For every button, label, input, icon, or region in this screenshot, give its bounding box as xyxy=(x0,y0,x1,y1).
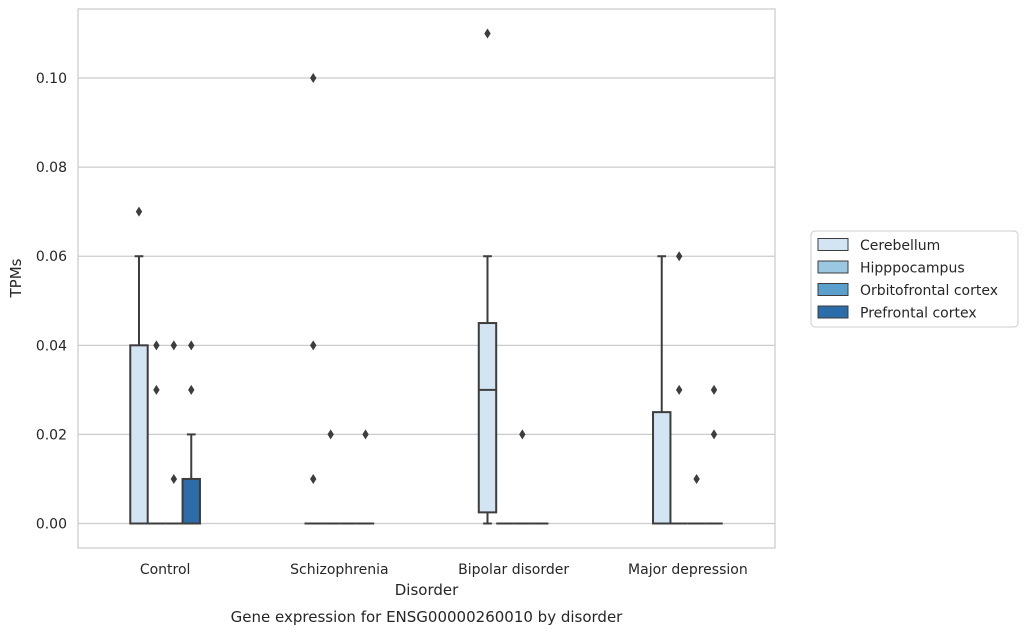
outlier-point xyxy=(310,73,317,84)
box-0-3 xyxy=(652,255,672,525)
chart-caption: Gene expression for ENSG00000260010 by d… xyxy=(231,608,624,626)
legend-label: Hipppocampus xyxy=(860,261,965,277)
outlier-point xyxy=(188,384,195,395)
outlier-point xyxy=(170,340,178,351)
outlier-point xyxy=(153,340,160,351)
box-1-3 xyxy=(670,251,688,525)
outlier-point xyxy=(675,251,683,262)
legend-swatch xyxy=(817,260,849,274)
y-axis-label: TPMs xyxy=(7,258,25,298)
y-tick-label: 0.04 xyxy=(36,338,67,354)
legend-label: Orbitofrontal cortex xyxy=(860,283,998,299)
box-0-1 xyxy=(304,73,322,525)
y-tick-label: 0.02 xyxy=(36,427,67,443)
legend-swatch xyxy=(817,283,849,296)
legend: Cerebellum Hipppocampus Orbitofrontal cort… xyxy=(810,230,1019,328)
box-iqr xyxy=(477,322,498,514)
box-iqr xyxy=(129,344,149,525)
y-tick-labels: 0.00 0.02 0.04 0.06 0.08 0.10 xyxy=(36,71,67,532)
box-2-3 xyxy=(687,473,706,525)
legend-swatch xyxy=(817,305,849,319)
box-3-0 xyxy=(181,340,201,525)
outlier-point xyxy=(675,384,683,395)
outlier-point xyxy=(310,473,317,484)
outlier-point xyxy=(710,384,718,395)
outlier-point xyxy=(519,429,526,440)
legend-swatch xyxy=(817,238,849,251)
box-3-1 xyxy=(356,429,375,525)
legend-label: Cerebellum xyxy=(860,238,940,254)
x-tick-label: Bipolar disorder xyxy=(458,562,569,578)
x-tick-label: Schizophrenia xyxy=(290,562,388,578)
y-tick-label: 0.06 xyxy=(36,249,67,265)
y-tick-label: 0.08 xyxy=(36,160,67,176)
box-0-0 xyxy=(129,206,149,525)
box-0-2 xyxy=(477,28,498,525)
x-tick-label: Major depression xyxy=(628,562,748,578)
box-iqr xyxy=(181,477,201,525)
box-2-2 xyxy=(513,429,532,525)
box-2-0 xyxy=(165,340,183,525)
box-3-3 xyxy=(705,384,723,525)
outlier-point xyxy=(135,206,143,217)
legend-frame xyxy=(810,230,1019,328)
outlier-point xyxy=(327,429,334,440)
outlier-point xyxy=(710,429,718,440)
x-axis-label: Disorder xyxy=(395,581,459,599)
outlier-point xyxy=(484,28,491,39)
x-tick-label: Control xyxy=(140,562,191,578)
y-tick-label: 0.00 xyxy=(36,517,67,533)
outlier-point xyxy=(310,340,317,351)
box-1-0 xyxy=(147,340,166,525)
box-elements xyxy=(129,28,723,525)
outlier-point xyxy=(188,340,195,351)
plot-area-frame xyxy=(77,8,776,549)
outlier-point xyxy=(153,384,160,395)
box-1-1 xyxy=(321,429,340,525)
outlier-point xyxy=(693,473,700,484)
x-tick-labels: Control Schizophrenia Bipolar disorder Majo… xyxy=(140,562,748,578)
y-tick-label: 0.10 xyxy=(36,71,67,87)
outlier-point xyxy=(170,473,178,484)
box-iqr xyxy=(652,411,672,525)
outlier-point xyxy=(362,429,369,440)
legend-label: Prefrontal cortex xyxy=(860,306,977,322)
